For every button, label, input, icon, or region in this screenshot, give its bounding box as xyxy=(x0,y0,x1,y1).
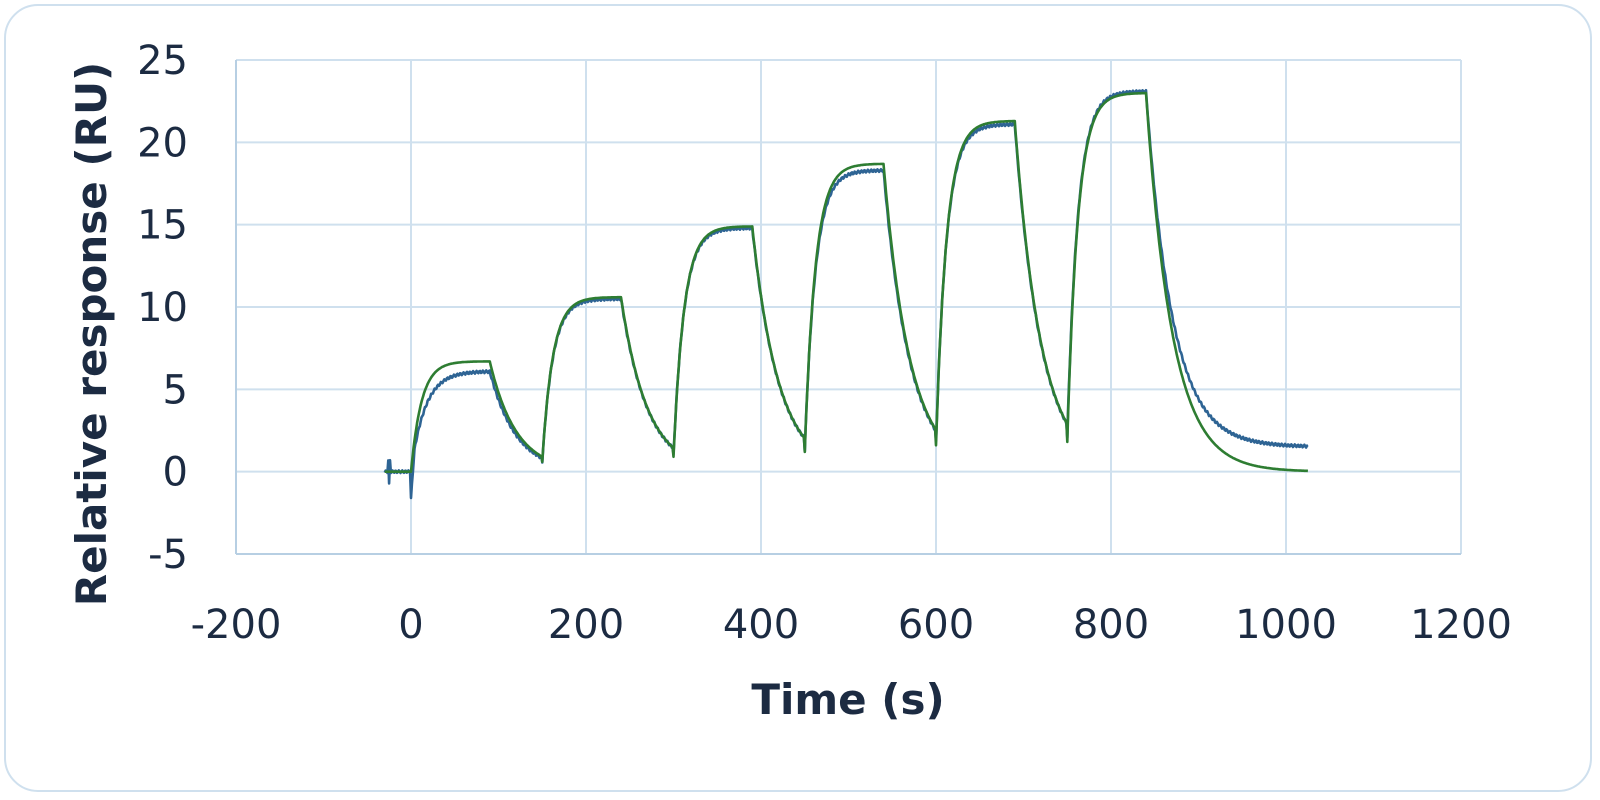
x-tick-label: 800 xyxy=(1073,602,1149,648)
x-tick-label: 400 xyxy=(723,602,799,648)
x-tick-label: -200 xyxy=(191,602,282,648)
chart-card: -200 0 200 400 600 800 1000 1200 -5 0 5 10 15 20 25 Ti… xyxy=(4,4,1592,792)
y-tick-label: 10 xyxy=(137,285,188,331)
x-tick-label: 600 xyxy=(898,602,974,648)
y-tick-label: 25 xyxy=(137,38,188,84)
fitted-series-line xyxy=(384,91,1309,473)
y-tick-label: -5 xyxy=(148,532,188,578)
grid xyxy=(235,59,1462,555)
x-tick-label: 0 xyxy=(398,602,423,648)
x-axis-title: Time (s) xyxy=(751,675,944,724)
measured-series-line xyxy=(383,88,1309,500)
tick-labels: -200 0 200 400 600 800 1000 1200 -5 0 5 10 15 20 25 xyxy=(137,38,1512,648)
y-tick-label: 0 xyxy=(163,450,188,496)
sensorgram-chart: -200 0 200 400 600 800 1000 1200 -5 0 5 10 15 20 25 Ti… xyxy=(67,38,1512,724)
y-axis-title: Relative response (RU) xyxy=(67,62,116,606)
y-tick-label: 15 xyxy=(137,203,188,249)
series-group xyxy=(383,88,1309,500)
y-tick-label: 5 xyxy=(163,367,188,413)
x-tick-label: 1200 xyxy=(1410,602,1512,648)
x-tick-label: 200 xyxy=(548,602,624,648)
x-tick-label: 1000 xyxy=(1235,602,1337,648)
y-tick-label: 20 xyxy=(137,120,188,166)
